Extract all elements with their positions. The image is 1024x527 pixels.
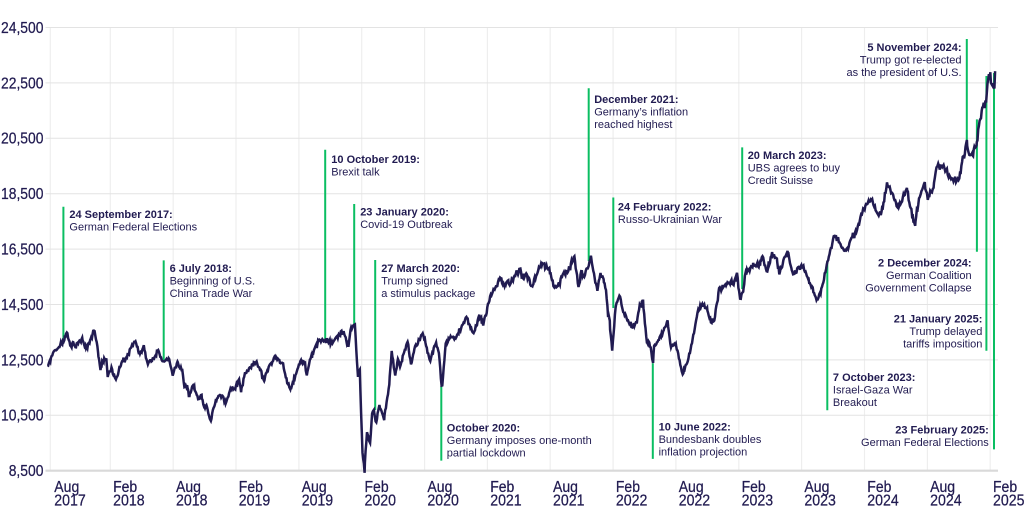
svg-text:24 September 2017:: 24 September 2017: [69,209,172,221]
svg-text:Credit Suisse: Credit Suisse [748,175,813,187]
svg-text:Feb: Feb [616,479,640,496]
svg-text:reached highest: reached highest [594,119,672,131]
svg-text:2018: 2018 [176,493,208,510]
svg-text:2024: 2024 [867,493,899,510]
svg-text:18,500: 18,500 [1,186,44,203]
svg-text:2023: 2023 [742,493,774,510]
svg-text:Bundesbank doubles: Bundesbank doubles [659,434,762,446]
svg-text:2019: 2019 [239,493,270,510]
svg-text:14,500: 14,500 [1,297,44,314]
svg-text:Aug: Aug [427,479,452,496]
svg-text:2021: 2021 [490,493,522,510]
svg-text:2021: 2021 [553,493,585,510]
svg-text:16,500: 16,500 [1,242,44,259]
svg-text:10 June 2022:: 10 June 2022: [659,422,731,434]
svg-text:Russo-Ukrainian War: Russo-Ukrainian War [618,214,722,226]
svg-text:Aug: Aug [54,479,79,496]
svg-text:Feb: Feb [490,479,514,496]
svg-text:UBS agrees to buy: UBS agrees to buy [748,162,841,174]
svg-text:2017: 2017 [54,493,86,510]
svg-text:Aug: Aug [679,479,704,496]
svg-text:2020: 2020 [365,493,397,510]
svg-text:tariffs imposition: tariffs imposition [903,338,982,350]
svg-text:Beginning of U.S.: Beginning of U.S. [170,275,256,287]
svg-text:2025: 2025 [993,493,1024,510]
svg-text:23 February 2025:: 23 February 2025: [895,424,989,436]
svg-text:Trump signed: Trump signed [381,276,448,288]
svg-text:Aug: Aug [176,479,201,496]
svg-text:5 November 2024:: 5 November 2024: [867,42,961,54]
svg-text:Aug: Aug [553,479,578,496]
svg-text:2022: 2022 [616,493,648,510]
svg-text:Aug: Aug [930,479,955,496]
svg-text:23 January 2020:: 23 January 2020: [360,206,449,218]
svg-text:German Federal Elections: German Federal Elections [69,222,197,234]
svg-text:inflation projection: inflation projection [659,447,748,459]
svg-text:20 March 2023:: 20 March 2023: [748,150,827,162]
svg-text:December 2021:: December 2021: [594,94,678,106]
svg-text:27 March 2020:: 27 March 2020: [381,263,460,275]
svg-text:22,500: 22,500 [1,75,44,92]
svg-text:China Trade War: China Trade War [170,288,253,300]
svg-text:20,500: 20,500 [1,131,44,148]
svg-text:October 2020:: October 2020: [447,423,520,435]
svg-text:Feb: Feb [742,479,766,496]
svg-text:2 December 2024:: 2 December 2024: [878,258,972,270]
svg-text:8,500: 8,500 [9,463,44,480]
svg-text:2023: 2023 [804,493,836,510]
svg-text:partial lockdown: partial lockdown [447,448,526,460]
svg-text:2020: 2020 [427,493,459,510]
svg-text:Brexit talk: Brexit talk [331,167,380,179]
svg-text:10,500: 10,500 [1,408,44,425]
svg-text:6 July 2018:: 6 July 2018: [170,263,232,275]
svg-text:2018: 2018 [113,493,145,510]
svg-text:Feb: Feb [867,479,891,496]
svg-text:10 October 2019:: 10 October 2019: [331,154,420,166]
svg-text:Trump delayed: Trump delayed [909,326,982,338]
svg-text:a stimulus package: a stimulus package [381,288,475,300]
svg-text:24 February 2022:: 24 February 2022: [618,202,712,214]
svg-text:Feb: Feb [113,479,137,496]
svg-text:Feb: Feb [365,479,389,496]
svg-text:Breakout: Breakout [833,397,877,409]
svg-text:12,500: 12,500 [1,352,44,369]
svg-text:Germany’s inflation: Germany’s inflation [594,106,688,118]
svg-text:2024: 2024 [930,493,962,510]
svg-text:2022: 2022 [679,493,711,510]
svg-text:Aug: Aug [804,479,829,496]
svg-text:Germany imposes one-month: Germany imposes one-month [447,435,592,447]
svg-text:Trump got re-elected: Trump got re-elected [860,55,962,67]
svg-text:2019: 2019 [302,493,334,510]
svg-text:21 January 2025:: 21 January 2025: [894,313,983,325]
svg-text:Covid-19 Outbreak: Covid-19 Outbreak [360,219,453,231]
svg-text:German Federal Elections: German Federal Elections [861,437,989,449]
svg-text:Aug: Aug [302,479,327,496]
svg-text:as the president of U.S.: as the president of U.S. [847,67,962,79]
svg-text:24,500: 24,500 [1,20,44,37]
svg-text:7 October 2023:: 7 October 2023: [833,372,916,384]
svg-text:Government Collapse: Government Collapse [865,283,971,295]
svg-text:Feb: Feb [993,479,1017,496]
svg-text:Feb: Feb [239,479,263,496]
svg-text:German Coalition: German Coalition [886,270,972,282]
svg-text:Israel-Gaza War: Israel-Gaza War [833,385,913,397]
